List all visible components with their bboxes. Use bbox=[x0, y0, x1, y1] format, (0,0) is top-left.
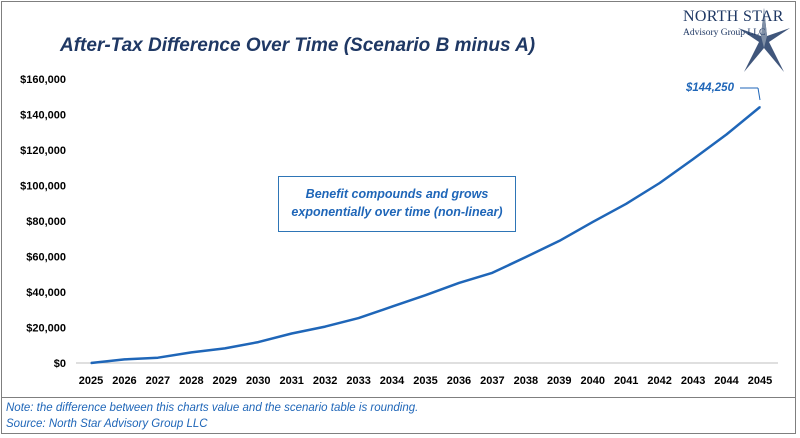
data-point bbox=[190, 351, 193, 354]
x-tick-label: 2034 bbox=[380, 375, 405, 387]
footnotes: Note: the difference between this charts… bbox=[1, 397, 796, 434]
x-tick-label: 2026 bbox=[112, 375, 136, 387]
annotation-line-2: exponentially over time (non-linear) bbox=[291, 205, 503, 219]
x-tick-label: 2031 bbox=[279, 375, 303, 387]
end-label-leader-drop bbox=[757, 87, 761, 101]
logo-name: NORTH STAR bbox=[683, 8, 784, 25]
data-point bbox=[391, 305, 393, 308]
y-tick-label: $40,000 bbox=[26, 287, 66, 299]
y-tick-label: $160,000 bbox=[20, 74, 66, 86]
data-point bbox=[591, 221, 594, 223]
x-tick-label: 2044 bbox=[714, 375, 739, 387]
x-tick-label: 2037 bbox=[480, 375, 504, 387]
y-tick-label: $100,000 bbox=[20, 181, 66, 193]
data-point bbox=[324, 325, 326, 328]
x-tick-label: 2041 bbox=[614, 375, 638, 387]
x-tick-label: 2039 bbox=[547, 375, 571, 387]
data-point bbox=[357, 317, 360, 319]
data-point bbox=[658, 182, 661, 184]
x-tick-label: 2030 bbox=[246, 375, 270, 387]
x-tick-label: 2033 bbox=[346, 375, 370, 387]
data-point bbox=[558, 240, 561, 242]
data-point bbox=[491, 272, 494, 274]
x-tick-label: 2042 bbox=[647, 375, 671, 387]
annotation-box: Benefit compounds and grows exponentiall… bbox=[278, 176, 516, 232]
company-logo: NORTH STAR Advisory Group LLC bbox=[680, 4, 796, 74]
data-point bbox=[424, 294, 427, 296]
data-point bbox=[759, 106, 761, 108]
x-tick-label: 2027 bbox=[146, 375, 170, 387]
data-point bbox=[290, 332, 293, 335]
series-group bbox=[90, 106, 761, 365]
x-tick-labels: 2025 2026 2027 2028 2029 2030 2031 2032 2033 2034… bbox=[79, 375, 772, 387]
x-tick-label: 2032 bbox=[313, 375, 337, 387]
logo-subtitle: Advisory Group LLC bbox=[683, 28, 766, 38]
data-point bbox=[90, 362, 92, 364]
y-tick-label: $0 bbox=[54, 358, 66, 370]
data-point bbox=[625, 202, 627, 205]
y-tick-label: $140,000 bbox=[20, 110, 66, 122]
y-tick-label: $20,000 bbox=[26, 323, 66, 335]
x-tick-label: 2028 bbox=[179, 375, 203, 387]
y-tick-label: $120,000 bbox=[20, 145, 66, 157]
footnote-rounding: Note: the difference between this charts… bbox=[6, 402, 419, 414]
data-point bbox=[257, 341, 260, 343]
data-point bbox=[525, 256, 527, 258]
end-value-label: $144,250 bbox=[686, 82, 734, 94]
y-tick-labels: $0 $20,000 $40,000 $60,000 $80,000 $100,000 $1… bbox=[20, 74, 66, 370]
chart-title: After-Tax Difference Over Time (Scenario… bbox=[60, 35, 536, 56]
x-tick-label: 2029 bbox=[213, 375, 237, 387]
footnote-source: Source: North Star Advisory Group LLC bbox=[6, 418, 208, 430]
x-tick-label: 2036 bbox=[447, 375, 471, 387]
data-point bbox=[725, 133, 728, 136]
x-tick-label: 2025 bbox=[79, 375, 103, 387]
data-point bbox=[224, 347, 226, 350]
x-tick-label: 2038 bbox=[514, 375, 538, 387]
y-tick-label: $80,000 bbox=[26, 216, 66, 228]
data-point bbox=[157, 356, 159, 359]
data-point bbox=[123, 358, 126, 361]
x-tick-label: 2045 bbox=[748, 375, 772, 387]
data-point bbox=[458, 282, 460, 284]
x-tick-label: 2043 bbox=[681, 375, 705, 387]
x-tick-label: 2035 bbox=[413, 375, 437, 387]
data-point bbox=[692, 158, 694, 160]
y-tick-label: $60,000 bbox=[26, 252, 66, 264]
annotation-line-1: Benefit compounds and grows bbox=[305, 187, 489, 201]
x-tick-label: 2040 bbox=[581, 375, 605, 387]
series-line bbox=[90, 106, 761, 365]
star-icon bbox=[738, 8, 790, 72]
